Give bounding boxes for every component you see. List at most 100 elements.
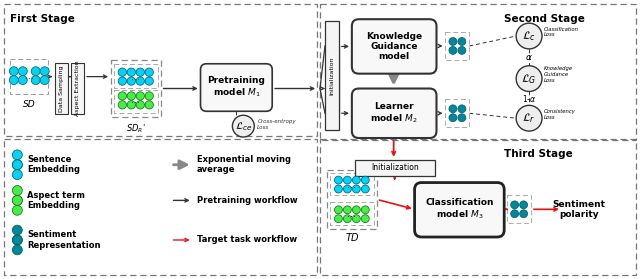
Circle shape bbox=[19, 76, 28, 85]
Text: TD: TD bbox=[345, 233, 358, 243]
Text: Initialization: Initialization bbox=[371, 163, 419, 172]
Bar bbox=[330, 202, 374, 225]
Circle shape bbox=[362, 215, 369, 223]
FancyBboxPatch shape bbox=[352, 19, 436, 74]
Circle shape bbox=[353, 176, 360, 184]
Circle shape bbox=[31, 76, 40, 85]
Circle shape bbox=[362, 176, 369, 184]
Circle shape bbox=[344, 215, 351, 223]
Bar bbox=[445, 32, 469, 60]
Text: Pretraining
model $M_1$: Pretraining model $M_1$ bbox=[207, 76, 266, 99]
Text: Third Stage: Third Stage bbox=[504, 149, 573, 159]
Circle shape bbox=[516, 105, 542, 131]
Circle shape bbox=[449, 37, 457, 45]
Circle shape bbox=[520, 201, 527, 209]
Circle shape bbox=[458, 105, 466, 113]
Text: Classification
Loss: Classification Loss bbox=[544, 27, 579, 37]
Circle shape bbox=[335, 215, 342, 223]
Text: Consistency
Loss: Consistency Loss bbox=[544, 109, 576, 120]
Circle shape bbox=[511, 201, 518, 209]
Circle shape bbox=[12, 160, 22, 170]
Circle shape bbox=[118, 92, 127, 100]
Text: $\mathcal{L}_r$: $\mathcal{L}_r$ bbox=[522, 111, 536, 125]
Circle shape bbox=[145, 77, 154, 85]
Circle shape bbox=[362, 206, 369, 214]
Text: Second Stage: Second Stage bbox=[504, 14, 585, 24]
FancyBboxPatch shape bbox=[352, 88, 436, 138]
Circle shape bbox=[136, 68, 145, 76]
Circle shape bbox=[353, 215, 360, 223]
Circle shape bbox=[12, 160, 22, 170]
Circle shape bbox=[335, 206, 342, 214]
Bar bbox=[355, 160, 435, 176]
Circle shape bbox=[516, 66, 542, 92]
Bar bbox=[114, 64, 157, 88]
Circle shape bbox=[12, 245, 22, 255]
Text: Exponential moving
average: Exponential moving average bbox=[196, 155, 291, 174]
Circle shape bbox=[516, 23, 542, 49]
Circle shape bbox=[145, 92, 154, 100]
Circle shape bbox=[511, 210, 518, 218]
Circle shape bbox=[344, 206, 351, 214]
Circle shape bbox=[344, 176, 351, 184]
Text: $\mathcal{L}_G$: $\mathcal{L}_G$ bbox=[522, 72, 537, 85]
Circle shape bbox=[118, 77, 127, 85]
Text: Learner
model $M_2$: Learner model $M_2$ bbox=[371, 102, 418, 125]
Circle shape bbox=[118, 68, 127, 76]
Text: Classification
model $M_3$: Classification model $M_3$ bbox=[425, 198, 493, 222]
Text: SD$_R$': SD$_R$' bbox=[126, 122, 146, 135]
Text: Pretraining workflow: Pretraining workflow bbox=[196, 196, 297, 205]
Circle shape bbox=[449, 46, 457, 54]
Circle shape bbox=[136, 101, 145, 109]
Text: First Stage: First Stage bbox=[10, 14, 76, 24]
Text: Sentence
Embedding: Sentence Embedding bbox=[28, 155, 80, 174]
Circle shape bbox=[335, 176, 342, 184]
Text: Knowledge
Guidance
model: Knowledge Guidance model bbox=[366, 32, 422, 61]
Circle shape bbox=[145, 101, 154, 109]
Bar bbox=[55, 63, 68, 114]
Circle shape bbox=[127, 92, 136, 100]
Circle shape bbox=[335, 185, 342, 193]
Circle shape bbox=[344, 185, 351, 193]
Bar bbox=[325, 21, 339, 130]
Circle shape bbox=[12, 170, 22, 180]
Circle shape bbox=[458, 114, 466, 122]
Circle shape bbox=[12, 150, 22, 160]
Circle shape bbox=[40, 67, 49, 76]
Circle shape bbox=[145, 68, 154, 76]
Circle shape bbox=[520, 210, 527, 218]
Bar bbox=[111, 60, 161, 117]
Bar bbox=[327, 170, 377, 229]
Circle shape bbox=[136, 77, 145, 85]
Text: $\mathcal{L}_{ce}$: $\mathcal{L}_{ce}$ bbox=[235, 120, 252, 133]
Circle shape bbox=[127, 101, 136, 109]
Circle shape bbox=[12, 186, 22, 195]
Circle shape bbox=[458, 37, 466, 45]
Circle shape bbox=[12, 235, 22, 245]
FancyBboxPatch shape bbox=[415, 182, 504, 237]
Circle shape bbox=[10, 67, 19, 76]
Text: Target task workflow: Target task workflow bbox=[196, 235, 297, 244]
Circle shape bbox=[449, 114, 457, 122]
Circle shape bbox=[458, 46, 466, 54]
Circle shape bbox=[118, 101, 127, 109]
Circle shape bbox=[353, 206, 360, 214]
Text: ...: ... bbox=[348, 180, 356, 189]
Bar bbox=[10, 59, 48, 95]
Text: Cross-entropy
Loss: Cross-entropy Loss bbox=[257, 119, 296, 129]
Text: ...: ... bbox=[131, 95, 140, 105]
Text: Initialization: Initialization bbox=[330, 56, 335, 95]
Bar bbox=[320, 139, 636, 275]
Text: ...: ... bbox=[131, 72, 140, 82]
Circle shape bbox=[12, 235, 22, 245]
Text: SD: SD bbox=[23, 100, 36, 109]
Bar bbox=[4, 4, 317, 136]
Bar bbox=[507, 195, 531, 223]
Circle shape bbox=[12, 195, 22, 205]
Text: ...: ... bbox=[25, 71, 34, 81]
Text: Sentiment
polarity: Sentiment polarity bbox=[552, 199, 605, 219]
Circle shape bbox=[127, 68, 136, 76]
Text: 1-$\alpha$: 1-$\alpha$ bbox=[522, 93, 536, 104]
Text: Aspect Extraction: Aspect Extraction bbox=[75, 61, 80, 116]
Text: Aspect term
Embedding: Aspect term Embedding bbox=[28, 191, 85, 210]
